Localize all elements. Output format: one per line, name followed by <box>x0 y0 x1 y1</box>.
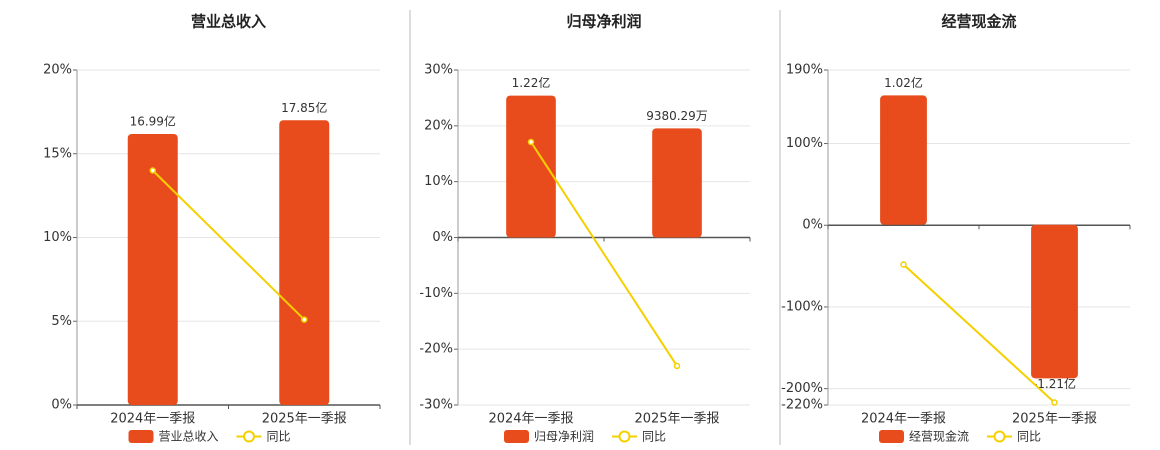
x-tick-label: 2025年一季报 <box>262 412 347 427</box>
point <box>527 138 535 146</box>
data-label: 1.22亿 <box>512 75 551 90</box>
legend-label: 经营现金流 <box>909 429 969 444</box>
legend-label: 同比 <box>1017 430 1041 444</box>
y-tick-label: 20% <box>43 63 72 78</box>
y-tick-label: -200% <box>781 381 823 396</box>
data-label: 1.02亿 <box>884 75 923 90</box>
legend-label: 同比 <box>267 430 291 444</box>
legend-swatch <box>128 430 154 443</box>
legend-label: 营业总收入 <box>159 430 219 444</box>
point <box>301 316 308 323</box>
bar <box>1031 224 1078 379</box>
y-tick-label: 100% <box>786 136 823 151</box>
y-tick-label: 15% <box>43 146 72 161</box>
data-label: 9380.29万 <box>646 109 708 123</box>
point <box>149 167 156 174</box>
point <box>900 261 907 268</box>
line <box>902 263 1056 404</box>
y-tick-label: 10% <box>424 174 453 189</box>
legend-label: 归母净利润 <box>534 430 594 444</box>
x-tick-label: 2025年一季报 <box>1012 412 1097 427</box>
point <box>673 362 681 370</box>
x-tick-label: 2024年一季报 <box>488 412 573 427</box>
legend-swatch <box>618 430 631 443</box>
y-tick-label: -100% <box>781 299 823 314</box>
bar <box>127 133 178 405</box>
line <box>530 141 678 367</box>
chart-title: 营业总收入 <box>191 13 266 31</box>
y-tick-label: 0% <box>802 218 823 233</box>
legend-swatch <box>879 430 904 443</box>
x-tick-label: 2024年一季报 <box>861 412 946 427</box>
line <box>152 169 305 321</box>
y-tick-label: 5% <box>51 314 72 329</box>
y-tick-label: -10% <box>419 286 453 301</box>
y-tick-label: 0% <box>432 230 453 245</box>
chart-title: 经营现金流 <box>941 13 1016 31</box>
y-tick-label: 0% <box>51 398 72 413</box>
y-tick-label: -220% <box>781 398 823 413</box>
bar <box>880 95 927 225</box>
data-label: 17.85亿 <box>281 100 327 115</box>
point <box>1051 399 1058 406</box>
legend-swatch <box>243 430 255 443</box>
y-tick-label: -30% <box>419 398 453 413</box>
legend-label: 同比 <box>642 430 666 444</box>
bar <box>652 128 702 238</box>
y-tick-label: 20% <box>424 118 453 133</box>
y-tick-label: 190% <box>786 63 823 78</box>
legend-swatch <box>993 430 1006 443</box>
y-tick-label: 10% <box>43 230 72 245</box>
bar <box>506 95 556 238</box>
data-label: 16.99亿 <box>130 113 176 128</box>
bar <box>279 120 330 405</box>
legend-swatch <box>504 430 529 443</box>
y-tick-label: 30% <box>424 63 453 78</box>
chart-title: 归母净利润 <box>566 13 641 31</box>
data-label: -1.21亿 <box>1033 376 1076 391</box>
x-tick-label: 2025年一季报 <box>634 412 719 427</box>
y-tick-label: -20% <box>419 342 453 357</box>
x-tick-label: 2024年一季报 <box>110 412 195 427</box>
